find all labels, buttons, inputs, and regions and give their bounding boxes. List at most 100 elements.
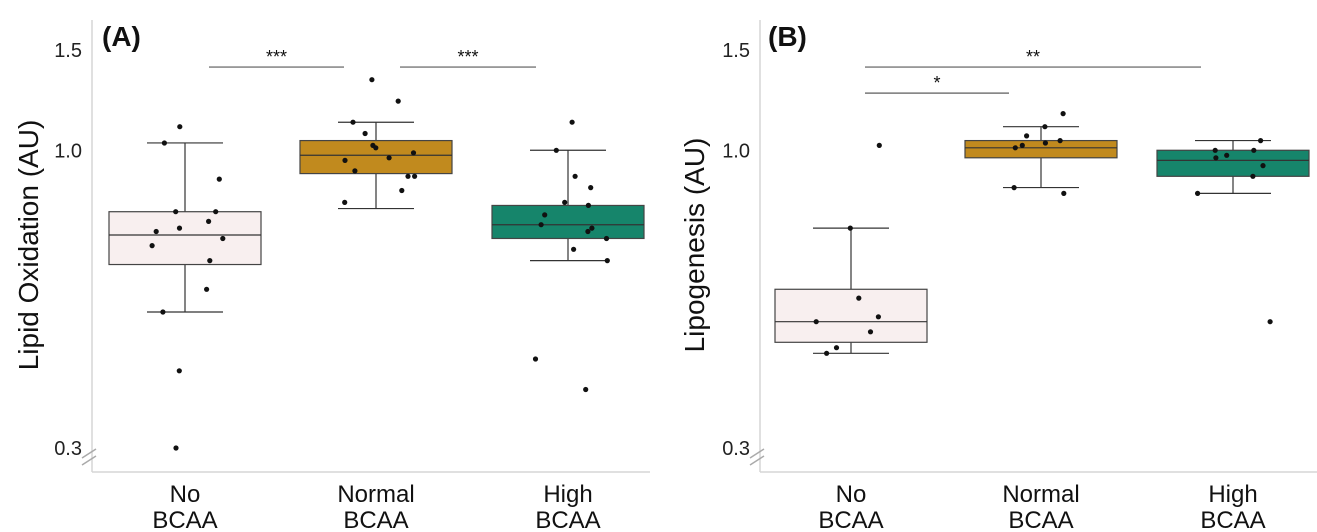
data-point [875,314,882,320]
axis-break-mark [81,455,97,466]
x-category-label: BCAA [1200,507,1265,532]
iqr-box [964,139,1118,159]
y-tick-label: 1.0 [54,140,82,162]
data-point [362,130,368,137]
data-point [405,173,411,179]
data-point [1061,190,1067,196]
x-category-label: High [1208,481,1257,508]
x-category-label: BCAA [1008,507,1073,532]
x-category-label: BCAA [818,507,883,532]
data-point [410,150,417,156]
data-point [153,228,159,235]
data-point [160,309,166,315]
data-point [173,209,179,215]
data-point [395,98,401,104]
data-point [412,173,418,179]
data-point [177,124,183,130]
box-2 [299,121,453,210]
data-point [213,209,219,215]
box-3 [1156,139,1310,194]
data-point [369,77,375,83]
significance-label: * [933,73,940,93]
data-point [604,258,610,264]
data-point [1060,111,1066,117]
data-point [585,228,591,235]
data-point [1012,145,1018,151]
data-point [149,243,155,249]
data-point [1212,147,1218,153]
data-point [603,235,610,242]
data-point [589,225,595,231]
y-tick-label: 0.3 [722,438,750,460]
data-point [588,185,594,191]
data-point [583,386,589,393]
y-tick-label: 1.0 [722,140,750,162]
data-point [342,157,348,163]
iqr-box [108,211,262,266]
data-point [176,225,183,231]
data-point [562,199,568,205]
data-point [1042,124,1048,130]
data-point [176,368,182,374]
data-point [216,176,222,182]
x-category-label: BCAA [343,507,408,532]
x-category-label: BCAA [152,507,217,532]
data-point [876,142,882,148]
x-category-label: No [836,481,867,508]
data-point [342,199,348,205]
data-point [220,235,226,242]
y-axis-label: Lipogenesis (AU) [679,138,710,353]
data-point [1042,140,1048,146]
data-point [833,345,840,351]
data-point [1260,163,1266,169]
y-axis-label: Lipid Oxidation (AU) [13,120,44,371]
data-point [204,286,210,292]
box-1 [108,142,262,313]
significance-label: ** [1026,47,1040,67]
axis-break-mark [749,455,765,466]
data-point [206,218,212,224]
iqr-box [299,139,453,175]
data-point [867,329,874,335]
data-point [350,119,356,125]
iqr-box [491,204,645,240]
axis-break-mark [749,448,765,459]
data-point [553,147,559,153]
x-category-label: Normal [337,481,414,508]
axis-break-mark [81,448,97,459]
data-point [1057,138,1063,144]
data-point [1019,142,1025,148]
data-point [1224,152,1230,158]
x-category-label: BCAA [535,507,600,532]
panel-label: (B) [768,21,807,52]
data-point [386,155,392,161]
data-point [1213,155,1219,161]
data-point [1250,173,1256,179]
data-point [1267,319,1273,325]
data-point [1251,147,1257,153]
box-1 [774,227,928,354]
box-2 [964,126,1118,189]
data-point [847,225,853,231]
data-point [207,258,213,264]
y-tick-label: 1.5 [722,40,750,62]
data-point [1195,190,1201,196]
x-category-label: Normal [1002,481,1079,508]
significance-label: *** [457,47,478,67]
data-point [1011,185,1017,191]
data-point [1024,133,1030,139]
data-point [571,246,577,252]
box-3 [491,149,645,262]
data-point [538,222,544,228]
data-point [173,445,179,451]
data-point [542,212,548,218]
data-point [824,350,830,356]
data-point [1258,138,1264,144]
y-tick-label: 0.3 [54,438,82,460]
data-point [532,356,539,362]
data-point [352,168,358,174]
data-point [585,202,592,208]
